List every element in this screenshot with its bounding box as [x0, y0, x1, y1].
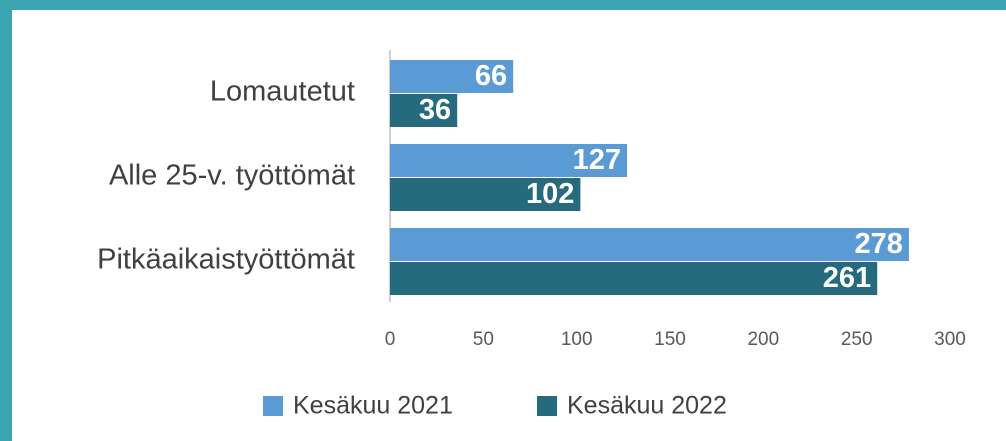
bar: [390, 228, 909, 261]
category-label: Alle 25-v. työttömät: [109, 160, 355, 192]
x-tick-label: 50: [473, 329, 494, 350]
legend-label: Kesäkuu 2021: [293, 392, 453, 420]
x-tick-label: 300: [934, 329, 966, 350]
x-tick-label: 100: [561, 329, 593, 350]
data-label: 66: [475, 60, 507, 92]
bar: [390, 94, 458, 127]
data-label: 127: [573, 144, 621, 176]
x-tick-label: 200: [747, 329, 779, 350]
x-tick-label: 250: [841, 329, 873, 350]
frame-left: [0, 0, 12, 441]
legend-swatch: [537, 396, 557, 416]
data-label: 36: [419, 94, 451, 126]
bar: [390, 178, 581, 211]
bar: [390, 60, 514, 93]
category-label: Pitkäaikaistyöttömät: [97, 244, 355, 276]
x-tick-label: 150: [654, 329, 686, 350]
legend-label: Kesäkuu 2022: [567, 392, 727, 420]
x-tick-label: 0: [385, 329, 396, 350]
category-label: Lomautetut: [210, 76, 355, 108]
data-label: 278: [855, 228, 903, 260]
bar: [390, 262, 878, 295]
data-label: 102: [526, 178, 574, 210]
legend-swatch: [263, 396, 283, 416]
frame-top: [0, 0, 1006, 10]
bar: [390, 144, 628, 177]
data-label: 261: [823, 262, 871, 294]
